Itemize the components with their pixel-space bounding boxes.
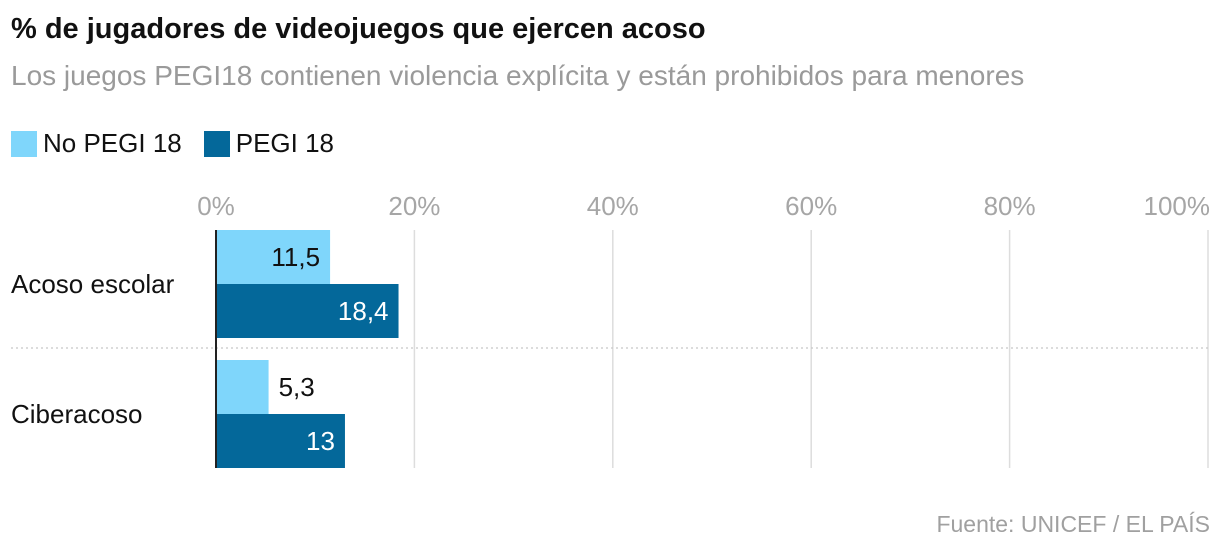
legend: No PEGI 18 PEGI 18 — [11, 128, 356, 159]
bar-chart: 0% 20% 40% 60% 80% 100% Acoso escolar 11,5 18,4 C… — [11, 191, 1211, 468]
category-label: Acoso escolar — [11, 269, 175, 299]
x-tick-label: 80% — [984, 191, 1036, 221]
bar-value-label: 13 — [306, 426, 335, 456]
x-tick-label: 20% — [388, 191, 440, 221]
legend-swatch-pegi18 — [203, 130, 230, 157]
category-label: Ciberacoso — [11, 399, 143, 429]
legend-swatch-no-pegi18 — [11, 130, 37, 157]
x-tick-label: 40% — [587, 191, 639, 221]
bar-value-label: 11,5 — [271, 242, 320, 272]
bar — [216, 284, 399, 338]
x-tick-label: 100% — [1144, 191, 1211, 221]
bar — [216, 360, 269, 414]
bar-value-label: 18,4 — [338, 296, 389, 326]
legend-item-no-pegi18: No PEGI 18 — [11, 128, 182, 159]
bar-value-label: 5,3 — [279, 372, 315, 402]
bar — [216, 414, 345, 468]
legend-label-pegi18: PEGI 18 — [235, 128, 335, 158]
legend-label-no-pegi18: No PEGI 18 — [43, 128, 182, 158]
legend-item-pegi18: PEGI 18 — [203, 128, 335, 159]
source-note: Fuente: UNICEF / EL PAÍS — [936, 511, 1210, 537]
x-tick-label: 60% — [785, 191, 837, 221]
bar — [216, 230, 331, 284]
chart-title: % de jugadores de videojuegos que ejerce… — [11, 13, 706, 45]
x-tick-label: 0% — [197, 191, 235, 221]
chart-subtitle: Los juegos PEGI18 contienen violencia ex… — [11, 60, 1025, 91]
